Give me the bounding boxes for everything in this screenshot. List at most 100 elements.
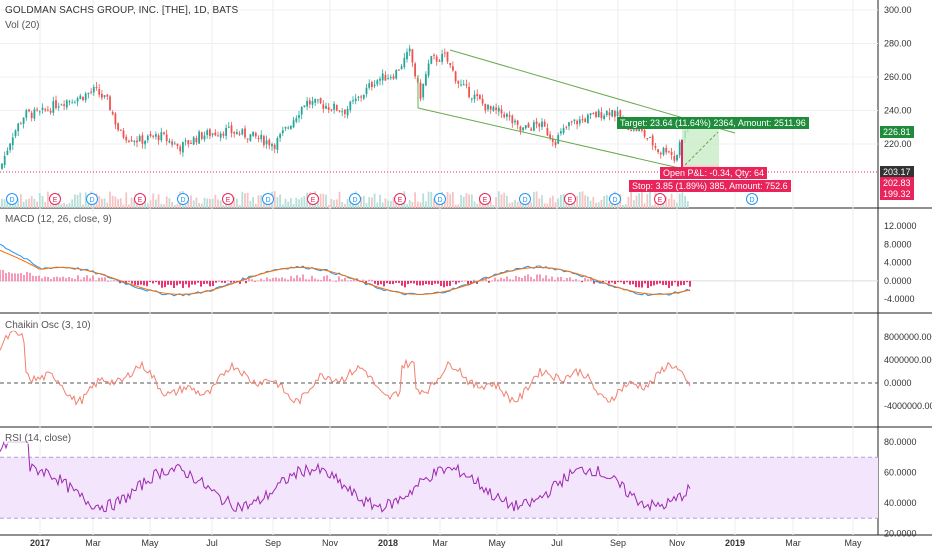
candle-body — [225, 128, 227, 136]
volume-bar — [190, 195, 192, 208]
candle-body — [7, 151, 9, 155]
volume-bar — [617, 205, 619, 208]
candle-body — [444, 53, 446, 54]
x-label-11: Nov — [669, 538, 686, 548]
candle-body — [9, 144, 11, 150]
candle-body — [260, 135, 262, 139]
candle-body — [339, 110, 341, 111]
volume-bar — [223, 205, 225, 208]
macd-hist-bar — [158, 281, 160, 285]
event-letter-8: D — [352, 197, 357, 204]
candle-body — [212, 133, 214, 134]
macd-hist-bar — [302, 274, 304, 281]
candle-body — [133, 141, 135, 142]
volume-bar — [101, 199, 103, 208]
macd-hist-bar — [554, 280, 556, 282]
candle-body — [479, 95, 481, 99]
macd-hist-bar — [545, 275, 547, 281]
volume-bar — [320, 194, 322, 208]
chart-title: GOLDMAN SACHS GROUP, INC. [THE], 1D, BAT… — [5, 5, 238, 16]
x-label-6: 2018 — [378, 538, 398, 548]
candle-body — [468, 87, 470, 97]
macd-tick-1: 8.0000 — [884, 239, 912, 249]
target-tag: Target: 23.64 (11.64%) 2364, Amount: 251… — [617, 117, 809, 129]
candle-body — [155, 134, 157, 136]
macd-hist-bar — [218, 281, 220, 282]
candle-body — [82, 97, 84, 100]
volume-bar — [506, 196, 508, 208]
macd-hist-bar — [434, 281, 436, 284]
candle-body — [312, 101, 314, 105]
volume-bar — [298, 199, 300, 208]
volume-bar — [541, 195, 543, 208]
candle-body — [179, 147, 181, 152]
volume-bar — [495, 197, 497, 208]
candle-body — [28, 109, 30, 111]
candle-body — [304, 106, 306, 107]
macd-hist-bar — [446, 281, 448, 286]
macd-hist-bar — [227, 280, 229, 281]
candle-body — [136, 141, 138, 143]
candle-body — [322, 104, 324, 109]
volume-bar — [241, 192, 243, 208]
volume-bar — [671, 194, 673, 208]
candle-body — [201, 132, 203, 139]
candle-body — [441, 54, 443, 62]
candle-body — [290, 126, 292, 129]
event-letter-7: E — [311, 197, 316, 204]
candle-body — [568, 122, 570, 126]
candle-body — [241, 129, 243, 134]
macd-hist-bar — [467, 281, 469, 284]
volume-bar — [244, 193, 246, 208]
candle-body — [671, 152, 673, 155]
candle-body — [403, 58, 405, 67]
volume-bar — [387, 201, 389, 208]
volume-bar — [66, 204, 68, 208]
volume-bar — [447, 192, 449, 208]
volume-bar — [25, 199, 27, 208]
candle-body — [341, 111, 343, 112]
macd-hist-bar — [506, 276, 508, 281]
volume-bar — [422, 193, 424, 208]
macd-hist-bar — [278, 278, 280, 281]
volume-bar — [131, 197, 133, 208]
event-letter-15: E — [658, 197, 663, 204]
candle-body — [547, 128, 549, 135]
candle-body — [142, 135, 144, 143]
macd-hist-bar — [551, 277, 553, 282]
price-tick-2: 260.00 — [884, 72, 912, 82]
candle-body — [131, 140, 133, 141]
volume-bar — [466, 193, 468, 208]
candle-body — [679, 142, 681, 155]
volume-bar — [641, 192, 643, 208]
volume-bar — [471, 194, 473, 208]
candle-body — [58, 106, 60, 107]
chaikin-tick-3: -4000000.0000 — [884, 401, 932, 411]
macd-hist-bar — [335, 281, 337, 282]
volume-bar — [158, 194, 160, 208]
macd-hist-bar — [461, 281, 463, 282]
macd-hist-bar — [323, 276, 325, 281]
candle-body — [590, 113, 592, 115]
macd-tick-4: -4.0000 — [884, 294, 915, 304]
macd-hist-bar — [659, 281, 661, 284]
candle-body — [541, 122, 543, 128]
volume-bar — [622, 205, 624, 208]
macd-hist-bar — [254, 281, 256, 282]
candle-body — [649, 137, 651, 138]
candle-body — [371, 82, 373, 87]
macd-hist-bar — [353, 280, 355, 281]
macd-hist-bar — [143, 281, 145, 285]
volume-bar — [474, 201, 476, 208]
volume-bar — [584, 195, 586, 208]
volume-bar — [374, 193, 376, 208]
macd-hist-bar — [62, 277, 64, 282]
macd-hist-bar — [509, 279, 511, 281]
macd-hist-bar — [203, 281, 205, 284]
volume-bar — [196, 198, 198, 208]
volume-bar — [304, 196, 306, 208]
candle-body — [31, 113, 33, 118]
candle-body — [447, 52, 449, 62]
macd-hist-bar — [107, 281, 109, 282]
